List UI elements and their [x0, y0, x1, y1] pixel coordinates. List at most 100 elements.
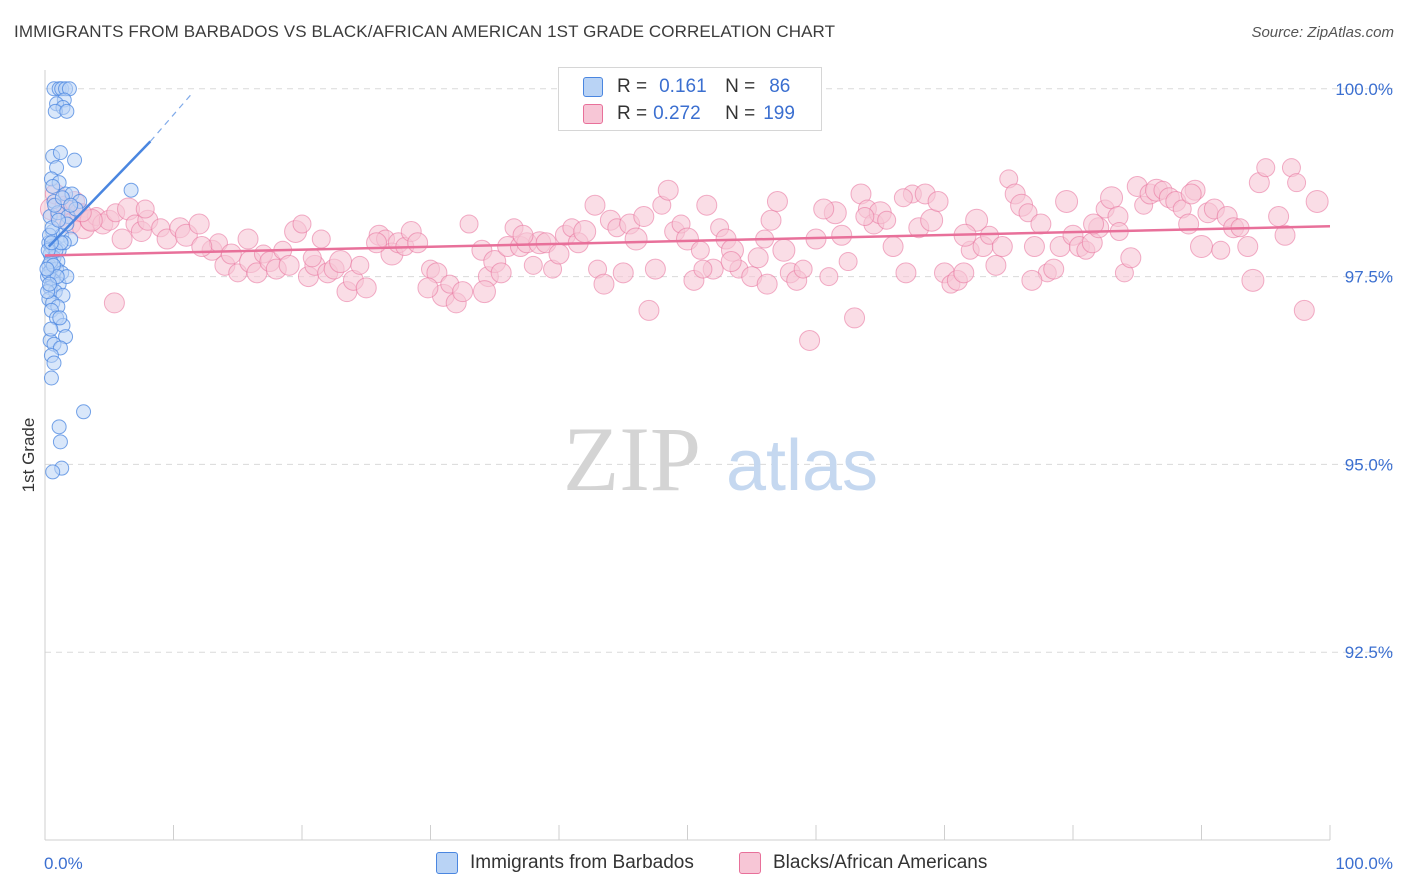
blue-swatch: [583, 77, 603, 97]
pink-point: [188, 213, 210, 235]
pink-point: [747, 247, 769, 269]
pink-point: [991, 236, 1013, 258]
pink-point: [593, 273, 615, 295]
pink-point: [893, 188, 913, 208]
pink-point: [633, 205, 655, 227]
blue-point: [46, 355, 62, 371]
legend-item-black[interactable]: Blacks/African Americans: [739, 852, 987, 874]
pink-point: [612, 262, 634, 284]
pink-point: [237, 228, 259, 250]
pink-point: [985, 254, 1007, 276]
blue-point: [59, 103, 75, 119]
blue-point: [45, 464, 61, 480]
blue-point: [43, 370, 59, 386]
pink-point: [693, 259, 713, 279]
pink-point: [459, 214, 479, 234]
pink-point: [1305, 189, 1329, 213]
blue-point: [67, 152, 83, 168]
pink-point: [638, 299, 660, 321]
pink-point: [760, 209, 782, 231]
n-label: N =: [725, 76, 756, 97]
y-tick-label: 100.0%: [1335, 80, 1393, 99]
pink-point: [690, 240, 710, 260]
pink-point: [111, 228, 133, 250]
pink-point: [756, 273, 778, 295]
pink-point: [657, 179, 679, 201]
pink-point: [927, 190, 949, 212]
pink-point: [490, 262, 512, 284]
pink-point: [135, 199, 155, 219]
pink-point: [793, 259, 813, 279]
pink-point: [1055, 189, 1079, 213]
x-tick-label: 0.0%: [44, 854, 83, 873]
pink-point: [350, 255, 370, 275]
pink-trend-line: [44, 225, 1331, 257]
pink-point: [1083, 213, 1105, 235]
pink-point: [355, 277, 377, 299]
correlation-legend: R = 0.161 N = 86 R = 0.272 N = 199: [558, 67, 822, 131]
trend-lines: [44, 92, 1331, 257]
pink-point: [302, 248, 322, 268]
y-axis-title: 1st Grade: [19, 418, 38, 493]
pink-point: [417, 277, 439, 299]
blue-trend-extension: [149, 92, 194, 142]
pink-point: [1287, 173, 1307, 193]
pink-point: [813, 198, 835, 220]
pink-point: [838, 252, 858, 272]
blue-point: [52, 434, 68, 450]
pink-point: [1190, 235, 1213, 259]
blue-point: [51, 419, 67, 435]
axes: [44, 70, 1331, 841]
pink-point: [799, 329, 821, 351]
pink-point: [1043, 258, 1065, 280]
blue-point: [52, 145, 68, 161]
pink-point: [103, 292, 125, 314]
pink-point: [1237, 236, 1259, 258]
pink-point: [523, 255, 543, 275]
pink-point: [772, 238, 796, 262]
pink-point: [311, 229, 331, 249]
pink-point: [329, 250, 353, 274]
pink-point: [1023, 236, 1045, 258]
x-tick-label: 100.0%: [1335, 854, 1393, 873]
legend-row-black: R = 0.272 N = 199: [583, 102, 795, 126]
series-legend: Immigrants from Barbados Blacks/African …: [0, 852, 1406, 878]
pink-point: [877, 210, 897, 230]
gridlines: [45, 88, 1395, 653]
pink-point: [366, 232, 388, 254]
legend-item-barbados[interactable]: Immigrants from Barbados: [436, 852, 694, 874]
pink-point: [1211, 240, 1231, 260]
pink-point: [1274, 224, 1296, 246]
pink-point: [1178, 213, 1200, 235]
blue-point: [39, 261, 55, 277]
pink-point: [584, 194, 606, 216]
pink-point: [882, 236, 904, 258]
watermark-atlas: atlas: [726, 426, 878, 506]
blue-point: [76, 404, 92, 420]
pink-point: [452, 281, 474, 303]
pink-point: [278, 254, 300, 276]
legend-label: Immigrants from Barbados: [470, 852, 694, 873]
pink-point: [831, 224, 853, 246]
blue-point: [45, 178, 61, 194]
blue-point: [52, 310, 68, 326]
pink-point: [953, 262, 975, 284]
pink-point: [191, 236, 213, 258]
blue-point: [43, 321, 59, 337]
watermark-zip: ZIP: [563, 408, 701, 510]
pink-point: [1018, 203, 1038, 223]
n-value: 199: [763, 103, 795, 124]
y-tick-label: 97.5%: [1345, 268, 1393, 287]
y-tick-label: 95.0%: [1345, 455, 1393, 474]
r-label: R =: [617, 103, 648, 124]
blue-trend-line: [47, 140, 152, 248]
pink-point: [1100, 186, 1124, 210]
zipatlas-watermark: ZIP atlas: [563, 408, 878, 510]
blue-point: [63, 197, 79, 213]
blue-swatch: [436, 852, 458, 874]
pink-point: [720, 251, 742, 273]
pink-point: [1293, 299, 1315, 321]
pink-point: [512, 224, 534, 246]
chart-title: IMMIGRANTS FROM BARBADOS VS BLACK/AFRICA…: [14, 22, 836, 41]
